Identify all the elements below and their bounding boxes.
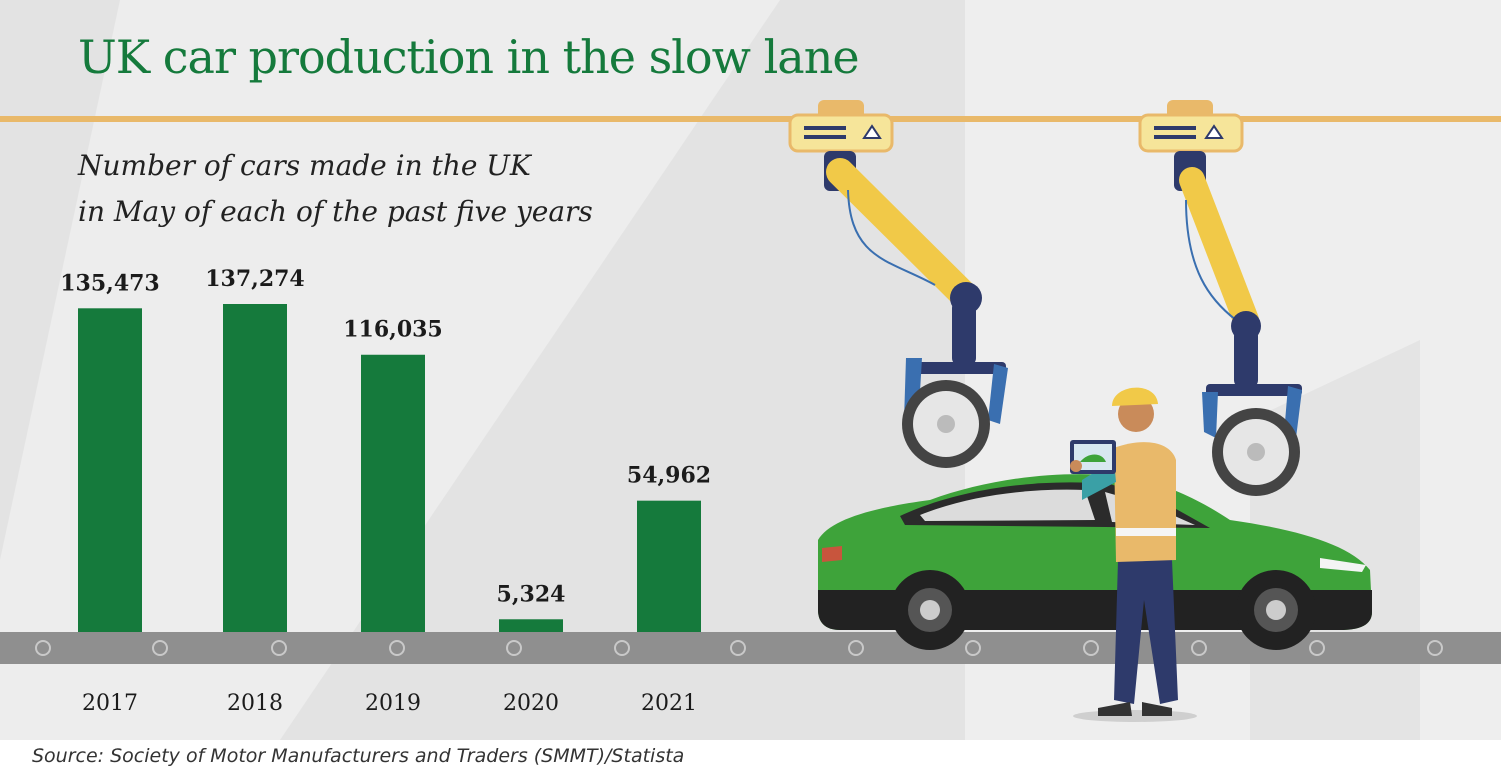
category-label-2017: 2017 xyxy=(82,691,138,716)
value-label-2021: 54,962 xyxy=(627,463,711,489)
subtitle-line-2: in May of each of the past five years xyxy=(78,195,593,228)
worker-icon xyxy=(1070,387,1197,722)
chart-subtitle: Number of cars made in the UK in May of … xyxy=(78,143,593,235)
category-label-2021: 2021 xyxy=(641,691,697,716)
title-rule xyxy=(0,116,1501,122)
value-label-2018: 137,274 xyxy=(205,266,305,292)
subtitle-line-1: Number of cars made in the UK xyxy=(78,149,531,182)
category-label-2019: 2019 xyxy=(365,691,421,716)
conveyor-rollers xyxy=(35,640,1443,656)
category-label-2020: 2020 xyxy=(503,691,559,716)
bar-2021 xyxy=(637,500,701,632)
robot-arm-right-icon xyxy=(1138,100,1302,496)
bar-2019 xyxy=(361,354,425,632)
bar-2018 xyxy=(223,304,287,632)
category-label-2018: 2018 xyxy=(227,691,283,716)
source-note: Source: Society of Motor Manufacturers a… xyxy=(32,745,685,767)
bars-group xyxy=(78,304,701,632)
bar-2020 xyxy=(499,619,563,632)
chart-title: UK car production in the slow lane xyxy=(78,30,860,84)
value-labels-group: 135,473 137,274 116,035 5,324 54,962 xyxy=(60,266,711,607)
value-label-2017: 135,473 xyxy=(60,270,160,296)
bar-2017 xyxy=(78,308,142,632)
category-labels-group: 2017 2018 2019 2020 2021 xyxy=(82,691,697,716)
value-label-2020: 5,324 xyxy=(497,581,566,607)
value-label-2019: 116,035 xyxy=(343,317,443,343)
robot-arm-left-icon xyxy=(788,100,1008,468)
